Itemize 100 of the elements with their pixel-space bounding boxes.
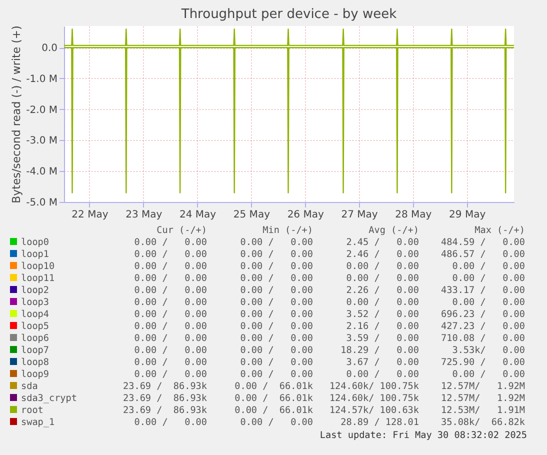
- text: 23.69 / 86.93k: [122, 381, 207, 393]
- text: 3.52 / 0.00: [345, 309, 419, 321]
- legend-label: loop6: [20, 333, 50, 345]
- text: 0.00 / 0.00: [133, 285, 207, 297]
- legend-label: loop1: [20, 249, 50, 261]
- text: 35.08k/ 66.82k: [440, 417, 525, 429]
- text: 23.69 / 86.93k: [122, 405, 207, 417]
- text: 696.23 / 0.00: [440, 309, 525, 321]
- text: 0.00 / 66.01k: [234, 381, 313, 393]
- legend-label: loop7: [20, 345, 50, 357]
- text: 0.00 / 0.00: [345, 297, 419, 309]
- text: 0.00 / 0.00: [451, 297, 525, 309]
- legend-label: root: [20, 405, 44, 417]
- text: 486.57 / 0.00: [440, 249, 525, 261]
- text: 0.00 / 0.00: [239, 333, 313, 345]
- text: 725.90 / 0.00: [440, 357, 525, 369]
- text: 3.53k/ 0.00: [451, 345, 525, 357]
- text: 710.08 / 0.00: [440, 333, 525, 345]
- x-tick-label: 23 May: [126, 210, 162, 220]
- x-tick-label: 27 May: [341, 210, 378, 220]
- legend-label: loop4: [20, 309, 50, 321]
- text: 0.00 / 0.00: [239, 273, 313, 285]
- text: 23.69 / 86.93k: [122, 393, 207, 405]
- x-tick-label: 28 May: [395, 210, 432, 220]
- text: 0.00 / 0.00: [451, 369, 525, 381]
- legend-label: sda: [20, 381, 39, 393]
- text: 0.00 / 0.00: [133, 297, 207, 309]
- text: 0.00 / 0.00: [239, 417, 313, 429]
- legend-label: loop2: [20, 285, 50, 297]
- legend-label: loop0: [20, 237, 50, 249]
- text: 0.00 / 0.00: [239, 297, 313, 309]
- text: 0.00 / 0.00: [239, 237, 313, 249]
- text: 0.00 / 0.00: [345, 273, 419, 285]
- text: 433.17 / 0.00: [440, 285, 525, 297]
- text: 3.59 / 0.00: [345, 333, 419, 345]
- chart-title: Throughput per device - by week: [180, 7, 398, 22]
- text: 124.60k/ 100.75k: [328, 393, 419, 405]
- text: 484.59 / 0.00: [440, 237, 525, 249]
- legend-label: loop9: [20, 369, 50, 381]
- legend-label: sda3_crypt: [20, 393, 78, 405]
- text: 0.00 / 66.01k: [234, 405, 313, 417]
- text: Cur (-/+): [156, 225, 207, 237]
- text: 0.00 / 0.00: [239, 345, 313, 357]
- text: 0.00 / 66.01k: [234, 393, 313, 405]
- legend-label: swap_1: [20, 417, 56, 429]
- text: 0.00 / 0.00: [239, 285, 313, 297]
- y-tick-label: -1.0 M: [26, 74, 58, 85]
- text: 0.00 / 0.00: [133, 357, 207, 369]
- x-tick-label: 26 May: [287, 210, 324, 220]
- x-tick-label: 25 May: [233, 210, 270, 220]
- y-axis-title: Bytes/second read (-) / write (+): [10, 26, 24, 204]
- y-tick-label: 0.0: [42, 43, 58, 54]
- text: 28.89 / 128.01: [340, 417, 419, 429]
- text: 0.00 / 0.00: [133, 369, 207, 381]
- legend-label: loop8: [20, 357, 50, 369]
- text: 0.00 / 0.00: [239, 369, 313, 381]
- text: 18.29 / 0.00: [340, 345, 419, 357]
- text: 0.00 / 0.00: [239, 249, 313, 261]
- text: 12.57M/ 1.92M: [440, 381, 525, 393]
- text: 2.26 / 0.00: [345, 285, 419, 297]
- text: 124.57k/ 100.63k: [328, 405, 419, 417]
- legend-label: loop3: [20, 297, 50, 309]
- y-tick-label: -3.0 M: [26, 136, 58, 147]
- text: 12.57M/ 1.92M: [440, 393, 525, 405]
- text: Avg (-/+): [368, 225, 419, 237]
- text: Max (-/+): [474, 225, 525, 237]
- x-tick-label: 22 May: [72, 210, 108, 220]
- x-tick-label: 24 May: [179, 210, 216, 220]
- text: 0.00 / 0.00: [133, 237, 207, 249]
- text: 0.00 / 0.00: [133, 321, 207, 333]
- text: 12.53M/ 1.91M: [440, 405, 525, 417]
- text: 0.00 / 0.00: [133, 273, 207, 285]
- text: 0.00 / 0.00: [345, 369, 419, 381]
- text: 0.00 / 0.00: [133, 345, 207, 357]
- text: 0.00 / 0.00: [133, 309, 207, 321]
- text: 3.67 / 0.00: [345, 357, 419, 369]
- text: 0.00 / 0.00: [133, 333, 207, 345]
- text: 0.00 / 0.00: [239, 357, 313, 369]
- x-tick-label: 29 May: [449, 210, 486, 220]
- text: 2.45 / 0.00: [345, 237, 419, 249]
- text: 2.46 / 0.00: [345, 249, 419, 261]
- legend-label: loop5: [20, 321, 50, 333]
- legend-label: loop10: [20, 261, 56, 273]
- text: 0.00 / 0.00: [239, 261, 313, 273]
- text: 0.00 / 0.00: [133, 417, 207, 429]
- text: 0.00 / 0.00: [451, 261, 525, 273]
- text: 0.00 / 0.00: [239, 309, 313, 321]
- text: Min (-/+): [262, 225, 313, 237]
- text: 0.00 / 0.00: [133, 261, 207, 273]
- text: 2.16 / 0.00: [345, 321, 419, 333]
- text: 0.00 / 0.00: [239, 321, 313, 333]
- text: 124.60k/ 100.75k: [328, 381, 419, 393]
- text: 427.23 / 0.00: [440, 321, 525, 333]
- legend-label: loop11: [20, 273, 56, 285]
- text: 0.00 / 0.00: [133, 249, 207, 261]
- y-tick-label: -4.0 M: [26, 166, 58, 178]
- y-tick-label: -2.0 M: [26, 104, 58, 116]
- text: 0.00 / 0.00: [345, 261, 419, 273]
- text: 0.00 / 0.00: [451, 273, 525, 285]
- y-tick-label: -5.0 M: [26, 198, 58, 208]
